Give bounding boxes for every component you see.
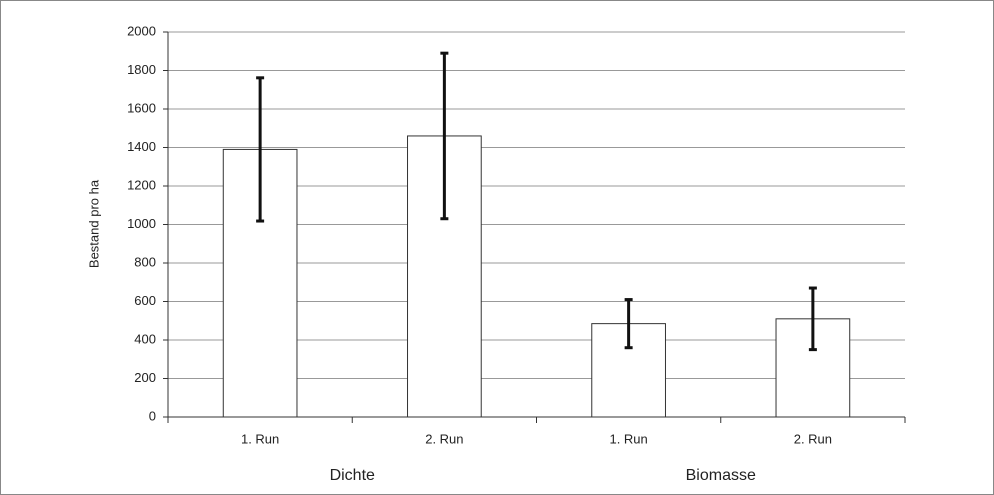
error-bar (808, 286, 817, 352)
error-bar (624, 298, 633, 350)
y-axis-label: Bestand pro ha (86, 179, 101, 268)
x-tick-label: 2. Run (794, 431, 832, 446)
y-tick-label: 200 (134, 370, 156, 385)
y-tick-label: 1000 (127, 216, 156, 231)
y-tick-label: 1400 (127, 139, 156, 154)
y-tick-label: 1600 (127, 100, 156, 115)
y-tick-label: 1200 (127, 177, 156, 192)
y-tick-label: 800 (134, 254, 156, 269)
y-tick-label: 400 (134, 331, 156, 346)
y-tick-label: 2000 (127, 23, 156, 38)
y-tick-label: 600 (134, 293, 156, 308)
group-label: Biomasse (686, 467, 756, 484)
y-tick-label: 1800 (127, 62, 156, 77)
x-tick-label: 1. Run (609, 431, 647, 446)
group-label: Dichte (330, 467, 375, 484)
x-tick-label: 1. Run (241, 431, 279, 446)
x-tick-label: 2. Run (425, 431, 463, 446)
y-tick-label: 0 (149, 408, 156, 423)
error-bar (256, 76, 265, 223)
error-bar (440, 51, 449, 221)
